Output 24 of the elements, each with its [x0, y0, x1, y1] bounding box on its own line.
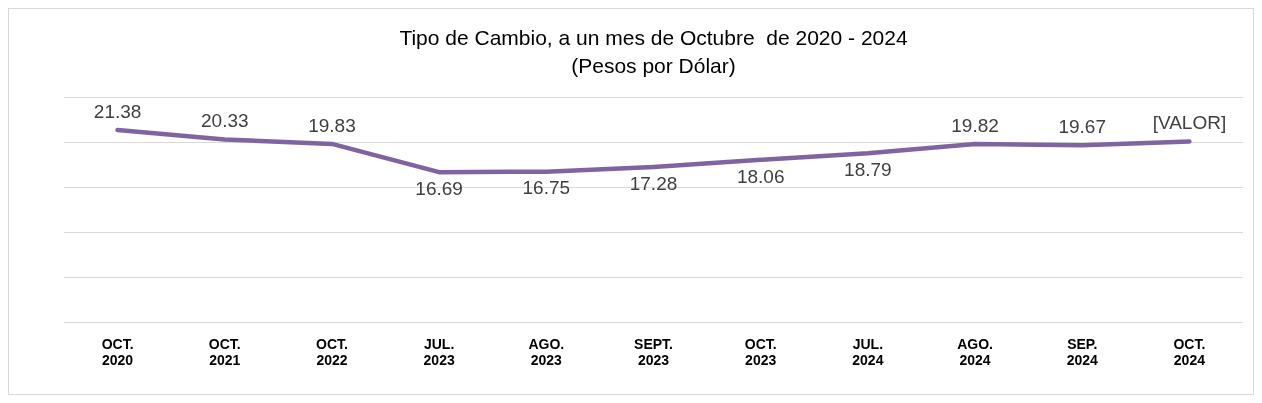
x-tick-label: OCT. 2022 [316, 335, 348, 369]
data-label: 16.69 [415, 177, 463, 199]
data-label: 20.33 [201, 110, 249, 132]
data-label: 19.67 [1058, 116, 1106, 138]
x-tick-label: JUL. 2024 [852, 335, 884, 369]
x-tick-label: SEPT. 2023 [634, 335, 673, 369]
data-label: 21.38 [93, 100, 142, 122]
data-label: 19.83 [308, 114, 356, 136]
x-tick-label: AGO. 2023 [528, 335, 565, 369]
chart-title: Tipo de Cambio, a un mes de Octubre de 2020 - 2024 [399, 26, 908, 50]
x-tick-label: OCT. 2024 [1173, 335, 1206, 369]
x-tick-label: OCT. 2020 [101, 335, 134, 369]
x-tick-label: JUL. 2023 [423, 335, 455, 369]
data-label: 18.79 [844, 159, 892, 181]
data-label: 16.75 [522, 177, 571, 199]
data-label: [VALOR] [1152, 112, 1227, 134]
data-label: 17.28 [629, 172, 678, 194]
data-label: 18.06 [736, 165, 785, 187]
x-tick-label: AGO. 2024 [957, 335, 993, 369]
x-tick-label: OCT. 2021 [208, 335, 241, 369]
data-label: 19.82 [951, 114, 999, 136]
chart-subtitle: (Pesos por Dólar) [571, 53, 736, 77]
x-tick-label: SEP. 2024 [1066, 335, 1099, 369]
x-tick-label: OCT. 2023 [744, 335, 777, 369]
